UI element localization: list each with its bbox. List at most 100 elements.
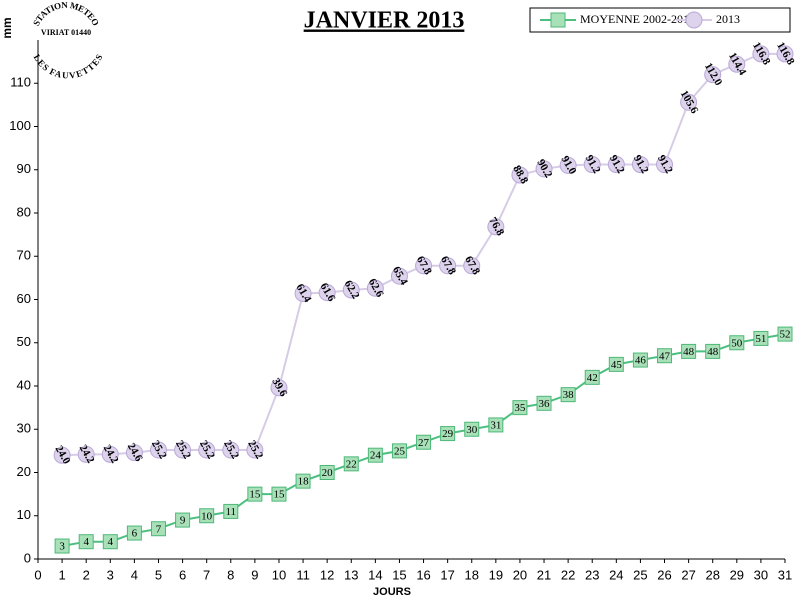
point — [199, 508, 215, 524]
point — [657, 348, 673, 364]
x-tick-label: 24 — [609, 567, 623, 582]
point — [705, 343, 721, 359]
point — [223, 503, 239, 519]
x-tick-label: 21 — [537, 567, 551, 582]
value-label: 31 — [490, 419, 501, 431]
point — [608, 356, 624, 372]
y-tick-label: 100 — [9, 118, 31, 133]
y-tick-label: 10 — [17, 507, 31, 522]
point — [342, 281, 360, 299]
x-axis-label: JOURS — [373, 586, 411, 598]
x-tick-label: 18 — [465, 567, 479, 582]
y-tick-label: 80 — [17, 204, 31, 219]
x-tick-label: 29 — [730, 567, 744, 582]
point — [728, 55, 746, 73]
x-tick-label: 2 — [83, 567, 90, 582]
point — [656, 156, 674, 174]
point — [776, 45, 794, 63]
point — [175, 512, 191, 528]
value-label: 36 — [539, 398, 551, 410]
point — [536, 395, 552, 411]
value-label: 48 — [683, 346, 695, 358]
value-label: 46 — [635, 355, 647, 367]
value-label: 35 — [514, 402, 526, 414]
point — [174, 441, 192, 459]
y-tick-label: 40 — [17, 377, 31, 392]
x-tick-label: 28 — [705, 567, 719, 582]
logo-bottom: LES FAUVETTES — [32, 53, 105, 81]
point — [704, 66, 722, 84]
logo: STATION METEO VIRIAT 01440 LES FAUVETTES — [31, 0, 104, 81]
point — [416, 434, 432, 450]
point — [150, 521, 166, 537]
x-tick-label: 1 — [58, 567, 65, 582]
x-tick-label: 14 — [368, 567, 382, 582]
logo-middle: VIRIAT 01440 — [41, 28, 91, 37]
point — [125, 444, 143, 462]
value-label: 51 — [755, 333, 766, 345]
x-tick-label: 22 — [561, 567, 575, 582]
point — [390, 267, 408, 285]
value-label: 29 — [442, 428, 454, 440]
point — [777, 326, 793, 342]
point — [729, 335, 745, 351]
point — [559, 156, 577, 174]
x-tick-label: 8 — [227, 567, 234, 582]
point — [415, 257, 433, 275]
point — [294, 284, 312, 302]
value-label: 6 — [132, 528, 138, 540]
point — [512, 400, 528, 416]
value-label: 4 — [108, 536, 114, 548]
x-tick-label: 26 — [657, 567, 671, 582]
logo-top-path: STATION METEO — [31, 0, 101, 28]
value-label: 20 — [322, 467, 334, 479]
value-label: 30 — [466, 424, 478, 436]
point — [149, 441, 167, 459]
point — [439, 257, 457, 275]
x-tick-label: 23 — [585, 567, 599, 582]
y-tick-label: 50 — [17, 334, 31, 349]
y-tick-label: 30 — [17, 421, 31, 436]
point — [318, 284, 336, 302]
value-label: 4 — [83, 536, 89, 548]
x-tick-label: 27 — [681, 567, 695, 582]
value-label: 9 — [180, 515, 186, 527]
point — [222, 441, 240, 459]
point — [681, 343, 697, 359]
point — [584, 369, 600, 385]
y-tick-label: 60 — [17, 291, 31, 306]
point — [632, 352, 648, 368]
value-label: 42 — [587, 372, 598, 384]
x-tick-label: 30 — [754, 567, 768, 582]
point — [343, 456, 359, 472]
value-label: 10 — [201, 510, 213, 522]
x-tick-label: 6 — [179, 567, 186, 582]
y-tick-label: 110 — [10, 75, 31, 90]
x-tick-label: 10 — [272, 567, 286, 582]
value-label: 27 — [418, 437, 430, 449]
x-tick-label: 19 — [489, 567, 503, 582]
point — [367, 447, 383, 463]
point — [271, 486, 287, 502]
point — [102, 534, 118, 550]
value-label: 50 — [731, 337, 743, 349]
legend-marker — [550, 12, 566, 28]
point — [77, 445, 95, 463]
x-tick-label: 4 — [131, 567, 138, 582]
x-tick-label: 25 — [633, 567, 647, 582]
x-tick-label: 3 — [107, 567, 114, 582]
y-tick-label: 90 — [17, 161, 31, 176]
value-label: 45 — [611, 359, 623, 371]
y-tick-label: 20 — [17, 464, 31, 479]
x-tick-label: 0 — [34, 567, 41, 582]
point — [54, 538, 70, 554]
point — [53, 446, 71, 464]
value-label: 48 — [707, 346, 719, 358]
value-label: 7 — [156, 523, 162, 535]
x-tick-label: 20 — [513, 567, 527, 582]
value-label: 15 — [249, 489, 261, 501]
y-tick-label: 0 — [24, 550, 31, 565]
point — [607, 156, 625, 174]
